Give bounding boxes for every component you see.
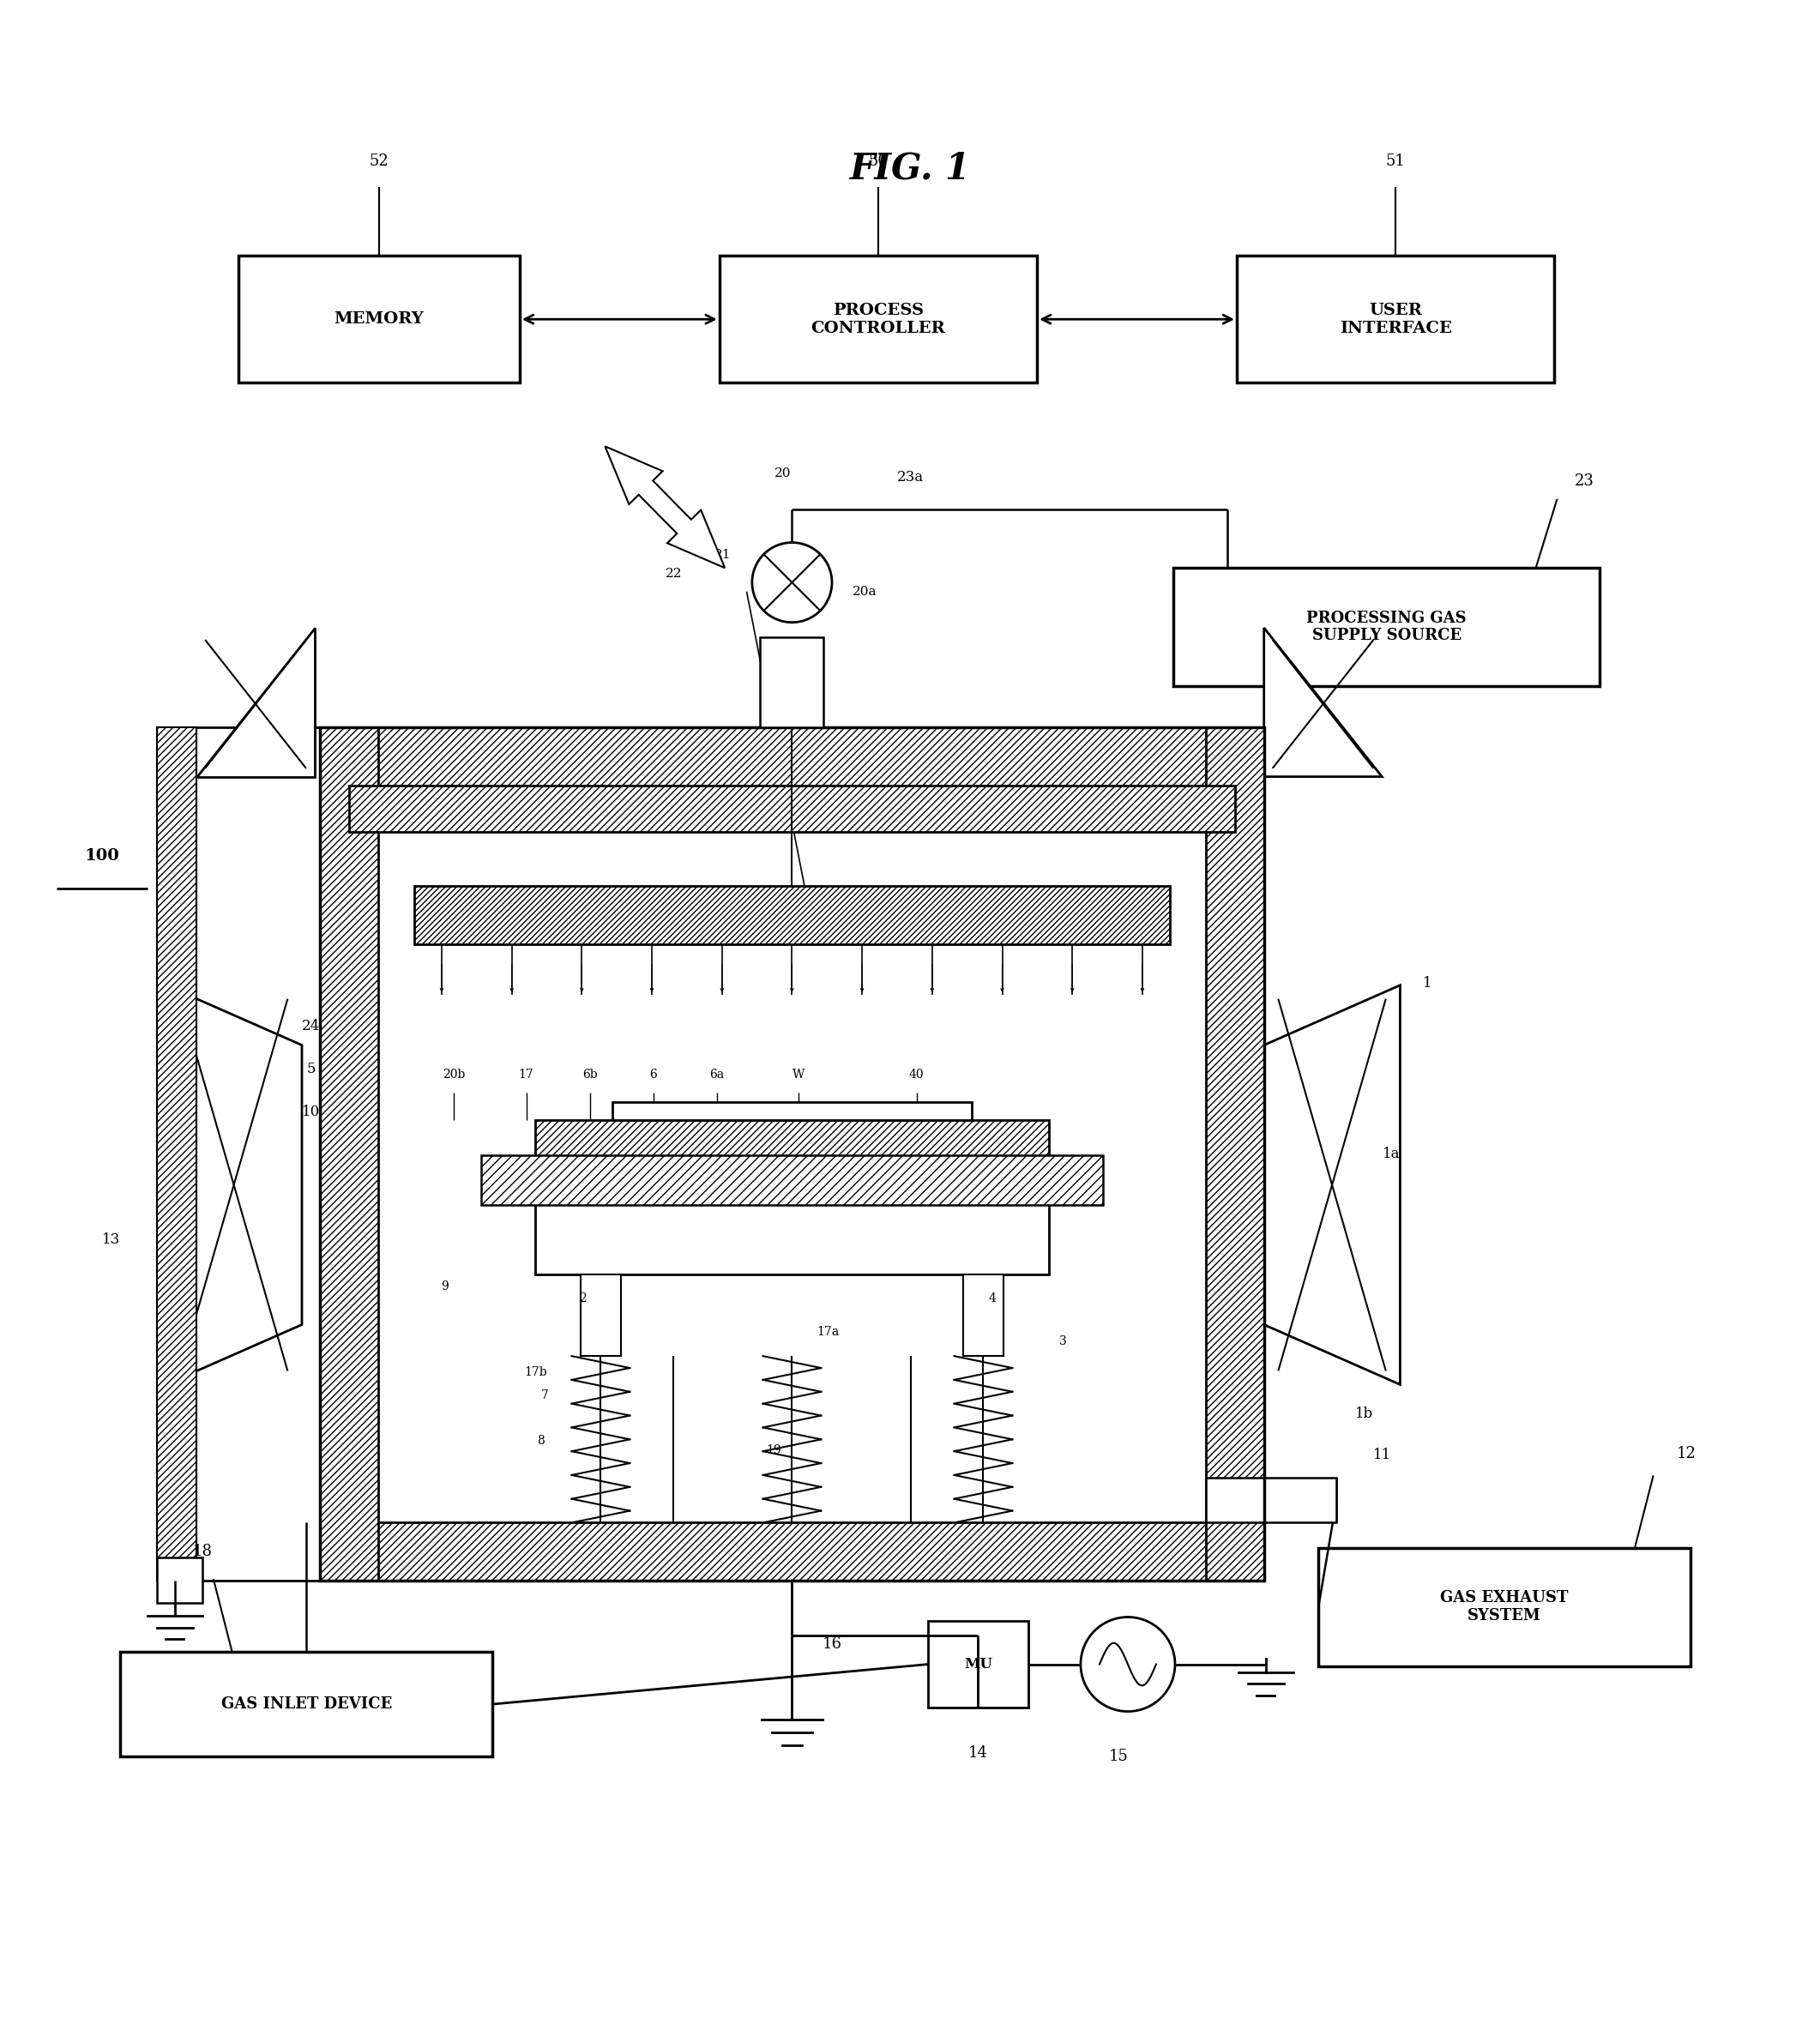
Text: 18: 18 bbox=[193, 1544, 213, 1560]
Text: USER
INTERFACE: USER INTERFACE bbox=[1340, 303, 1452, 335]
Text: 11: 11 bbox=[1372, 1447, 1390, 1461]
Text: W: W bbox=[792, 1070, 804, 1082]
Bar bbox=[535, 1120, 1048, 1174]
Bar bbox=[238, 256, 521, 383]
Bar bbox=[157, 1558, 202, 1602]
Bar bbox=[612, 1102, 972, 1120]
Text: 52: 52 bbox=[369, 153, 389, 170]
Bar bbox=[320, 1524, 1263, 1580]
Text: 14: 14 bbox=[968, 1746, 988, 1762]
Polygon shape bbox=[166, 985, 302, 1384]
Bar bbox=[928, 1620, 1028, 1707]
Bar bbox=[535, 1174, 1048, 1275]
Text: 2: 2 bbox=[579, 1294, 586, 1306]
Text: 24: 24 bbox=[302, 1019, 320, 1033]
Bar bbox=[581, 1275, 621, 1356]
Text: 22: 22 bbox=[666, 567, 682, 579]
Text: 13: 13 bbox=[102, 1233, 120, 1247]
Bar bbox=[1238, 256, 1554, 383]
Bar bbox=[761, 638, 824, 728]
Bar bbox=[1207, 728, 1263, 1580]
Text: 17b: 17b bbox=[524, 1366, 546, 1378]
Bar bbox=[320, 728, 379, 1580]
Text: 20b: 20b bbox=[442, 1070, 466, 1082]
Text: 17a: 17a bbox=[817, 1326, 839, 1338]
Text: 6: 6 bbox=[650, 1070, 657, 1082]
Text: 15: 15 bbox=[1108, 1750, 1128, 1764]
Text: MEMORY: MEMORY bbox=[335, 311, 424, 327]
Bar bbox=[415, 886, 1170, 944]
Text: 20: 20 bbox=[775, 468, 792, 480]
Bar bbox=[320, 728, 1263, 1580]
Bar bbox=[480, 1156, 1103, 1205]
Text: 8: 8 bbox=[537, 1435, 544, 1447]
Bar bbox=[320, 728, 1263, 785]
Text: PROCESS
CONTROLLER: PROCESS CONTROLLER bbox=[812, 303, 945, 335]
Text: 12: 12 bbox=[1676, 1447, 1696, 1461]
Bar bbox=[1174, 567, 1600, 686]
Text: 50: 50 bbox=[868, 153, 888, 170]
Text: 51: 51 bbox=[1385, 153, 1405, 170]
Text: 10: 10 bbox=[302, 1104, 320, 1118]
Text: 40: 40 bbox=[908, 1070, 925, 1082]
Text: 1b: 1b bbox=[1354, 1407, 1372, 1421]
Text: FIG. 1: FIG. 1 bbox=[850, 151, 970, 186]
Text: 5: 5 bbox=[306, 1061, 315, 1076]
Text: 19: 19 bbox=[766, 1445, 781, 1457]
Text: 4: 4 bbox=[988, 1294, 996, 1306]
Text: 17: 17 bbox=[519, 1070, 533, 1082]
Bar bbox=[963, 1275, 1003, 1356]
Text: 100: 100 bbox=[86, 848, 120, 864]
Text: GAS INLET DEVICE: GAS INLET DEVICE bbox=[220, 1697, 391, 1711]
Bar bbox=[120, 1651, 493, 1758]
Text: 16: 16 bbox=[823, 1637, 843, 1653]
Bar bbox=[349, 785, 1236, 831]
Text: 21: 21 bbox=[715, 549, 732, 561]
Polygon shape bbox=[197, 628, 315, 777]
Text: 6a: 6a bbox=[710, 1070, 724, 1082]
Text: PROCESSING GAS
SUPPLY SOURCE: PROCESSING GAS SUPPLY SOURCE bbox=[1307, 609, 1467, 644]
Text: 1a: 1a bbox=[1381, 1146, 1400, 1162]
Polygon shape bbox=[1263, 628, 1381, 777]
Text: MU: MU bbox=[965, 1657, 992, 1671]
Polygon shape bbox=[1263, 985, 1400, 1384]
Bar bbox=[1207, 1477, 1336, 1524]
Bar bbox=[1318, 1548, 1691, 1667]
Text: 6b: 6b bbox=[582, 1070, 597, 1082]
Bar bbox=[157, 728, 320, 1580]
Polygon shape bbox=[604, 446, 724, 567]
Text: 3: 3 bbox=[1059, 1336, 1067, 1348]
Text: 7: 7 bbox=[541, 1390, 548, 1403]
Bar bbox=[719, 256, 1037, 383]
Text: 9: 9 bbox=[440, 1281, 448, 1294]
Text: 23a: 23a bbox=[897, 470, 923, 484]
Text: 1: 1 bbox=[1423, 977, 1432, 991]
Text: GAS EXHAUST
SYSTEM: GAS EXHAUST SYSTEM bbox=[1440, 1590, 1569, 1624]
Text: 20a: 20a bbox=[852, 585, 877, 597]
Text: 23: 23 bbox=[1574, 472, 1594, 488]
Bar bbox=[157, 728, 197, 1580]
